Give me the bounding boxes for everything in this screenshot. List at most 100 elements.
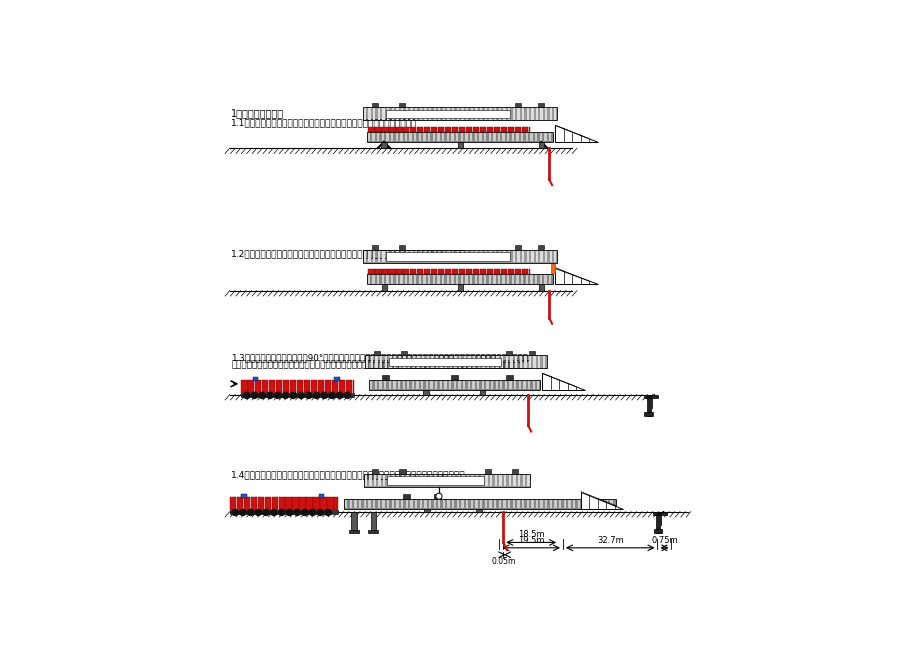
Bar [456, 133, 458, 141]
Bar [493, 133, 495, 141]
Bar [516, 275, 518, 284]
Bar [403, 356, 405, 368]
Bar [422, 356, 424, 368]
Bar [365, 355, 547, 368]
Bar [506, 133, 509, 141]
Bar [324, 380, 331, 393]
Bar [334, 377, 339, 381]
Bar [563, 500, 565, 508]
Bar [545, 108, 547, 120]
Bar [299, 497, 305, 510]
Bar [396, 269, 403, 275]
Bar [456, 500, 459, 508]
Bar [391, 500, 393, 508]
Bar [410, 500, 412, 508]
Bar [526, 108, 528, 120]
Bar [506, 275, 509, 284]
Bar [476, 475, 478, 486]
Bar [535, 108, 538, 120]
Bar [471, 500, 472, 508]
Bar [549, 275, 550, 284]
Bar [257, 497, 264, 510]
Bar [577, 500, 579, 508]
Bar [516, 500, 519, 508]
Bar [501, 269, 506, 275]
Bar [472, 356, 475, 368]
Bar [417, 356, 419, 368]
Bar [367, 132, 552, 142]
Bar [528, 351, 535, 355]
Bar [535, 275, 537, 284]
Bar [652, 529, 662, 533]
Bar [453, 381, 456, 389]
Bar [378, 500, 380, 508]
Bar [414, 251, 417, 262]
Bar [401, 351, 407, 355]
Bar [373, 251, 375, 262]
Bar [398, 103, 404, 107]
Bar [512, 251, 515, 262]
Bar [410, 108, 412, 120]
Bar [437, 500, 440, 508]
Bar [461, 251, 463, 262]
Bar [378, 475, 380, 486]
Bar [409, 275, 412, 284]
Bar [363, 107, 556, 120]
Bar [528, 381, 530, 389]
Bar [380, 356, 382, 368]
Bar [442, 108, 445, 120]
Bar [372, 469, 378, 474]
Bar [533, 356, 535, 368]
Bar [400, 133, 403, 141]
Bar [447, 133, 448, 141]
Bar [382, 108, 384, 120]
Text: 1.4安装纵移天车吊点，同步驱动后托辊及纵移天车吊点，驱动下导梁到达前支墩临时支架上方。: 1.4安装纵移天车吊点，同步驱动后托辊及纵移天车吊点，驱动下导梁到达前支墩临时支… [231, 470, 465, 479]
Bar [470, 133, 471, 141]
Bar [401, 500, 403, 508]
Bar [516, 108, 519, 120]
Bar [479, 275, 481, 284]
Bar [457, 142, 462, 148]
Bar [448, 381, 451, 389]
Bar [418, 275, 421, 284]
Bar [419, 500, 422, 508]
Circle shape [289, 393, 296, 398]
Bar [265, 497, 270, 510]
Bar [456, 275, 458, 284]
Bar [499, 475, 501, 486]
Bar [414, 108, 417, 120]
Bar [459, 269, 465, 275]
Bar [405, 500, 407, 508]
Bar [519, 356, 521, 368]
Bar [437, 133, 439, 141]
Bar [447, 108, 449, 120]
Bar [466, 500, 468, 508]
Bar [457, 475, 460, 486]
Bar [526, 251, 528, 262]
Bar [443, 475, 446, 486]
Bar [424, 127, 430, 132]
Bar [396, 500, 398, 508]
Bar [447, 275, 448, 284]
Bar [459, 127, 465, 132]
Bar [417, 127, 423, 132]
Bar [539, 284, 544, 290]
Bar [454, 356, 456, 368]
Bar [387, 251, 389, 262]
Circle shape [251, 393, 257, 398]
Bar [431, 356, 433, 368]
Bar [354, 500, 357, 508]
Bar [530, 133, 532, 141]
Bar [474, 275, 476, 284]
Bar [438, 475, 441, 486]
Bar [524, 356, 526, 368]
Bar [458, 381, 460, 389]
Bar [491, 356, 494, 368]
Bar [511, 275, 514, 284]
Bar [471, 108, 472, 120]
Bar [466, 127, 471, 132]
Bar [236, 497, 243, 510]
Bar [388, 357, 501, 366]
Bar [414, 500, 417, 508]
Bar [320, 497, 326, 510]
